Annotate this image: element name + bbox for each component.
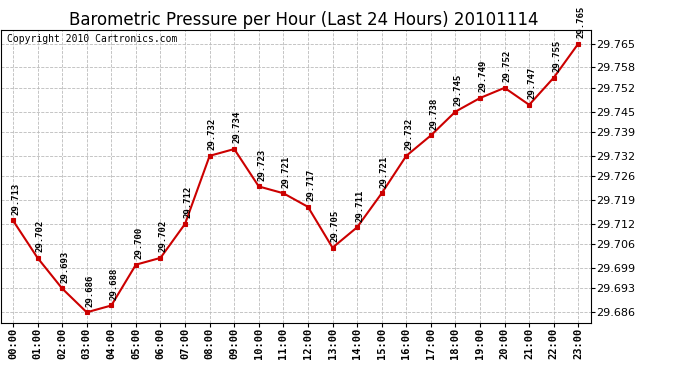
Text: 29.693: 29.693: [61, 251, 70, 283]
Text: 29.755: 29.755: [552, 40, 561, 72]
Text: 29.721: 29.721: [282, 156, 290, 188]
Text: 29.721: 29.721: [380, 156, 389, 188]
Text: Copyright 2010 Cartronics.com: Copyright 2010 Cartronics.com: [7, 34, 177, 44]
Text: 29.700: 29.700: [134, 227, 143, 259]
Text: 29.712: 29.712: [184, 186, 193, 218]
Text: 29.734: 29.734: [233, 111, 241, 144]
Text: 29.713: 29.713: [11, 183, 20, 215]
Text: 29.702: 29.702: [159, 220, 168, 252]
Text: 29.749: 29.749: [478, 60, 487, 93]
Text: 29.702: 29.702: [36, 220, 45, 252]
Text: 29.745: 29.745: [454, 74, 463, 106]
Text: 29.732: 29.732: [208, 118, 217, 150]
Text: 29.717: 29.717: [306, 169, 315, 201]
Text: 29.711: 29.711: [355, 189, 364, 222]
Text: 29.723: 29.723: [257, 148, 266, 181]
Text: 29.747: 29.747: [527, 67, 536, 99]
Text: Barometric Pressure per Hour (Last 24 Hours) 20101114: Barometric Pressure per Hour (Last 24 Ho…: [69, 11, 538, 29]
Text: 29.705: 29.705: [331, 210, 339, 242]
Text: 29.738: 29.738: [429, 98, 438, 130]
Text: 29.765: 29.765: [577, 6, 586, 38]
Text: 29.752: 29.752: [503, 50, 512, 82]
Text: 29.688: 29.688: [110, 268, 119, 300]
Text: 29.686: 29.686: [85, 274, 94, 307]
Text: 29.732: 29.732: [404, 118, 413, 150]
